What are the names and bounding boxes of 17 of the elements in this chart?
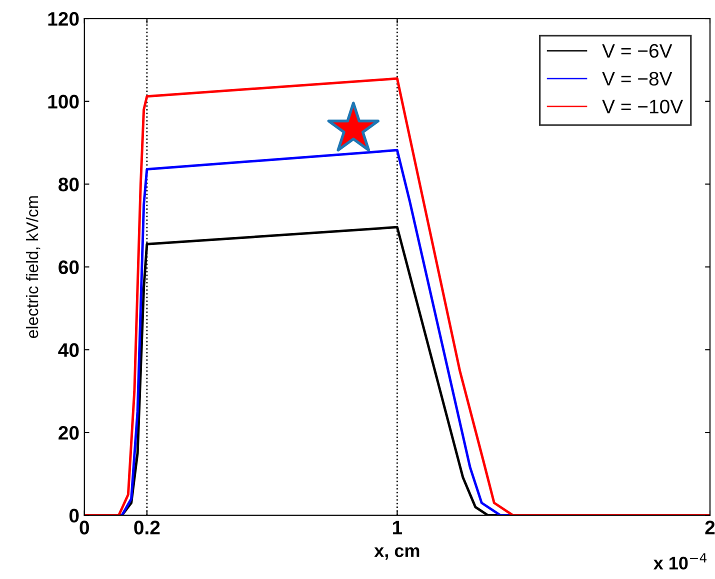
x-tick-label: 1	[393, 520, 402, 534]
legend-label: V = −10V	[602, 100, 684, 114]
x-tick-label: 0.2	[134, 520, 160, 534]
legend-label: V = −6V	[602, 44, 672, 58]
y-tick-label: 40	[58, 343, 79, 357]
text: x 10$^{−4}$	[653, 553, 707, 570]
y-tick-label: 20	[58, 426, 79, 440]
y-tick-label: 80	[58, 178, 79, 192]
x-axis-title: x, cm	[374, 547, 420, 560]
x-tick-label: 2	[705, 520, 715, 534]
y-tick-label: 120	[48, 12, 79, 26]
y-tick-label: 60	[58, 260, 79, 274]
x-tick-label: 0	[80, 520, 89, 534]
legend-label: V = −8V	[602, 72, 672, 86]
y-tick-label: 0	[69, 508, 79, 523]
y-axis-title: electric field, kV/cm	[26, 196, 40, 338]
y-tick-label: 100	[48, 94, 79, 109]
